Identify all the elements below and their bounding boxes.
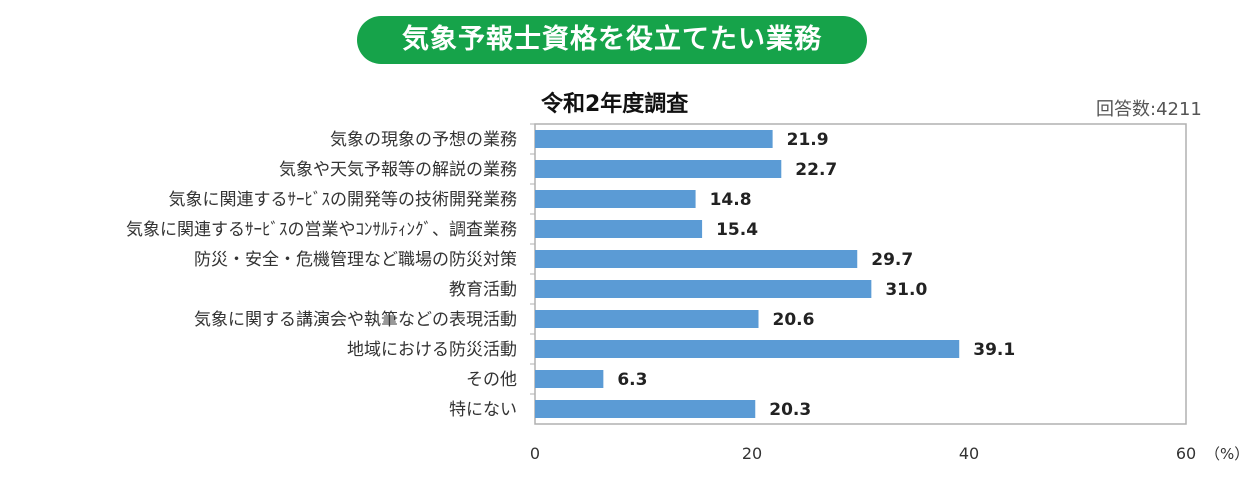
chart-subtitle: 令和2年度調査 [541,92,689,117]
bar-value-label: 21.9 [787,130,829,150]
bar [535,130,773,148]
x-axis-ticks: 0 20 40 60 [530,444,1196,463]
x-tick-label: 20 [742,444,762,463]
category-label: 気象に関連するｻｰﾋﾞｽの営業やｺﾝｻﾙﾃｨﾝｸﾞ、調査業務 [126,220,517,240]
bar [535,250,858,268]
bar-value-label: 6.3 [617,370,647,390]
bar-value-label: 20.6 [773,310,815,330]
bar [535,400,756,418]
bar [535,160,782,178]
x-tick-label: 40 [959,444,979,463]
category-label: 地域における防災活動 [347,340,517,360]
x-tick-label: 60 [1176,444,1196,463]
bar [535,310,759,328]
bar [535,280,872,298]
bar-value-label: 15.4 [716,220,758,240]
x-axis-unit: （%） [1205,445,1249,463]
bar [535,220,703,238]
category-label: 気象や天気予報等の解説の業務 [279,160,517,180]
bar-value-label: 31.0 [885,280,927,300]
category-labels: 気象の現象の予想の業務気象や天気予報等の解説の業務気象に関連するｻｰﾋﾞｽの開発… [126,123,535,420]
category-label: 気象に関する講演会や執筆などの表現活動 [194,310,517,330]
category-label: 気象に関連するｻｰﾋﾞｽの開発等の技術開発業務 [169,190,518,210]
bar [535,370,604,388]
bar-value-label: 29.7 [871,250,913,270]
value-labels: 21.9 22.7 14.8 15.4 29.7 31.0 20.6 39.1 6.3 20.3 [617,130,1015,420]
category-label: 気象の現象の予想の業務 [330,130,517,150]
category-label: 特にない [449,400,517,420]
x-tick-label: 0 [530,444,540,463]
bar [535,190,696,208]
bar-value-label: 39.1 [973,340,1015,360]
category-label: 教育活動 [449,280,517,300]
bar-value-label: 22.7 [795,160,837,180]
category-label: 防災・安全・危機管理など職場の防災対策 [194,250,517,270]
category-label: その他 [466,370,517,390]
bar-value-label: 14.8 [710,190,752,210]
bar [535,340,960,358]
bars [535,130,960,418]
bar-value-label: 20.3 [769,400,811,420]
chart-banner-title: 気象予報士資格を役立てたい業務 [357,16,867,64]
respondent-count: 回答数:4211 [1096,99,1202,120]
